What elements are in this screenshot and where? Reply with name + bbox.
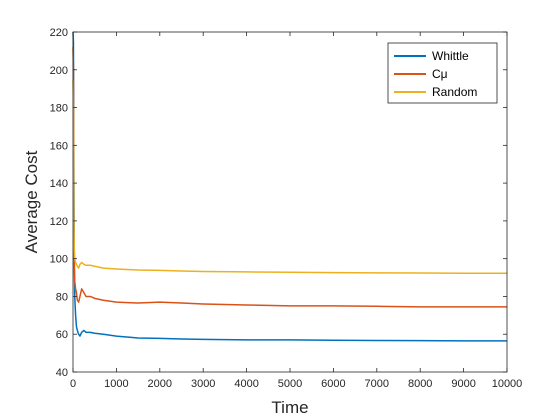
- x-tick-label: 8000: [408, 378, 432, 390]
- y-tick-label: 100: [50, 254, 68, 266]
- y-tick-label: 120: [50, 216, 68, 228]
- x-tick-label: 0: [70, 378, 76, 390]
- x-tick-label: 1000: [104, 378, 128, 390]
- x-tick-label: 2000: [148, 378, 172, 390]
- y-tick-label: 160: [50, 140, 68, 152]
- legend: Whittle Cμ Random: [387, 42, 498, 104]
- legend-label-1: Cμ: [432, 67, 448, 81]
- y-tick-label: 140: [50, 178, 68, 190]
- y-axis-label: Average Cost: [22, 150, 41, 253]
- x-tick-label: 9000: [451, 378, 475, 390]
- y-tick-label: 40: [56, 367, 68, 379]
- y-tick-label: 200: [50, 65, 68, 77]
- series-line-1: [72, 47, 507, 308]
- ticks-layer: 0 1000 2000 3000 4000 5000 6000 7000 8000 9000 100…: [50, 27, 523, 390]
- y-tick-label: 80: [56, 291, 68, 303]
- y-tick-label: 180: [50, 103, 68, 115]
- series-line-2: [72, 79, 507, 274]
- x-tick-label: 7000: [365, 378, 389, 390]
- y-tick-label: 60: [56, 329, 68, 341]
- x-tick-label: 3000: [191, 378, 215, 390]
- x-tick-label: 4000: [234, 378, 258, 390]
- x-tick-label: 6000: [321, 378, 345, 390]
- legend-label-0: Whittle: [432, 49, 469, 63]
- series-line-0: [72, 31, 507, 342]
- x-axis-label: Time: [271, 398, 308, 417]
- x-tick-label: 5000: [278, 378, 302, 390]
- series-layer: [72, 31, 507, 342]
- y-tick-label: 220: [50, 27, 68, 39]
- x-tick-label: 10000: [492, 378, 523, 390]
- legend-label-2: Random: [432, 85, 477, 99]
